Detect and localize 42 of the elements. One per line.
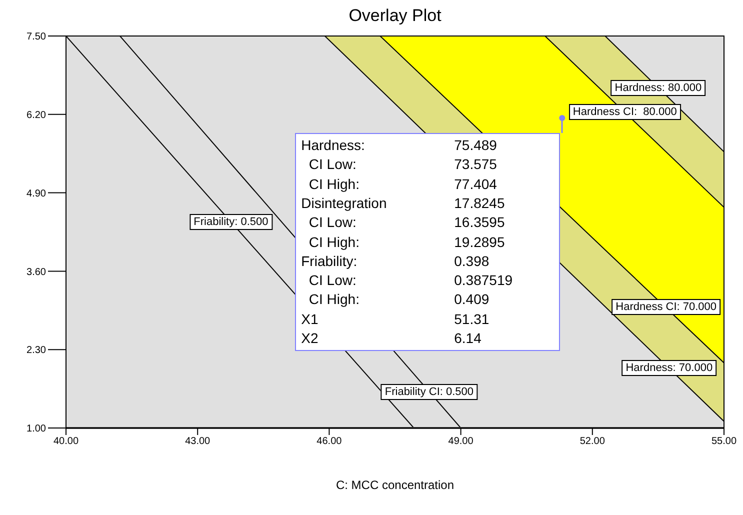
annotation: 0.387519 — [454, 271, 513, 290]
x-tick-label: 40.00 — [53, 436, 79, 448]
x-tick-label: 52.00 — [580, 436, 606, 448]
x-tick-label: 49.00 — [448, 436, 474, 448]
x-axis-title: C: MCC concentration — [334, 478, 456, 492]
annotation: Hardness: — [301, 136, 365, 156]
x-tick-label: 43.00 — [185, 436, 211, 448]
annotation: 73.575 — [454, 155, 497, 174]
x-tick-label: 46.00 — [316, 436, 342, 448]
annotation: CI High: — [308, 174, 360, 194]
annotation: Hardness: 70.000 — [622, 360, 717, 376]
annotation: X2 — [301, 328, 318, 348]
annotation: 77.404 — [454, 174, 497, 194]
annotation: CI High: — [308, 232, 360, 252]
annotation: CI Low: — [308, 213, 356, 232]
annotation: 16.3595 — [454, 213, 505, 232]
annotation: CI Low: — [308, 271, 356, 290]
annotation: Friability: — [301, 252, 358, 271]
annotation: Hardness: 80.000 — [610, 80, 706, 96]
annotation: 17.8245 — [454, 194, 505, 213]
annotation: Friability: 0.500 — [190, 214, 272, 230]
annotation: CI High: — [308, 290, 360, 310]
annotation: Hardness CI: 80.000 — [568, 104, 681, 120]
x-tick-label: 55.00 — [711, 436, 737, 448]
annotation: 0.398 — [454, 252, 490, 271]
annotation: 6.14 — [454, 328, 482, 348]
annotation: 51.31 — [454, 310, 490, 329]
annotation: Hardness CI: 70.000 — [612, 299, 721, 316]
annotation: 19.2895 — [454, 232, 505, 252]
y-tick-label: 3.60 — [26, 266, 46, 278]
y-tick-label: 4.90 — [26, 188, 46, 200]
chart-title: Overlay Plot — [348, 6, 442, 26]
annotation: Friability CI: 0.500 — [380, 384, 478, 400]
y-tick-label: 1.00 — [26, 424, 46, 435]
annotation: CI Low: — [308, 155, 356, 174]
annotation: X1 — [301, 310, 318, 329]
y-tick-label: 7.50 — [26, 32, 46, 43]
annotation: Disintegration — [301, 194, 387, 213]
y-tick-label: 6.20 — [26, 110, 46, 121]
annotation: 0.409 — [454, 290, 490, 310]
annotation: 75.489 — [454, 136, 497, 156]
y-tick-label: 2.30 — [26, 345, 46, 356]
